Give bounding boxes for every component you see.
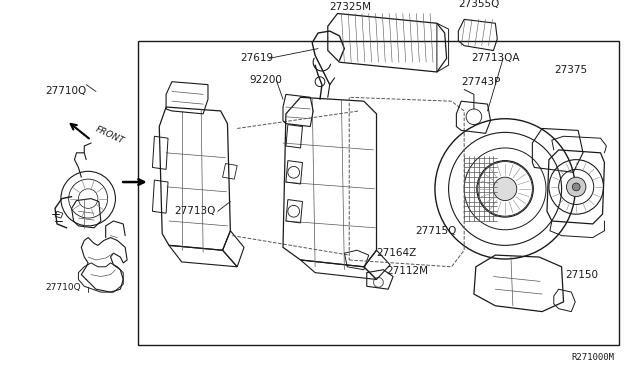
Text: 27619: 27619 xyxy=(240,53,273,63)
Bar xyxy=(138,41,619,345)
Text: R271000M: R271000M xyxy=(571,353,614,362)
Circle shape xyxy=(572,183,580,191)
Text: 27713Q: 27713Q xyxy=(174,206,215,216)
Text: 27325M: 27325M xyxy=(330,2,372,12)
Text: 27713QA: 27713QA xyxy=(471,53,520,63)
Text: 27375: 27375 xyxy=(554,65,587,75)
Text: 27710Q: 27710Q xyxy=(45,86,86,96)
Text: 27355Q: 27355Q xyxy=(458,0,500,9)
Text: 27150: 27150 xyxy=(566,270,598,280)
Text: 27743P: 27743P xyxy=(461,77,500,87)
Text: 27715Q: 27715Q xyxy=(415,226,457,236)
Text: FRONT: FRONT xyxy=(94,125,125,146)
Circle shape xyxy=(493,177,516,201)
Text: 27710Q: 27710Q xyxy=(45,283,81,292)
Text: 27164Z: 27164Z xyxy=(376,248,417,258)
Text: 27112M: 27112M xyxy=(387,266,428,276)
Text: 92200: 92200 xyxy=(250,75,283,85)
Circle shape xyxy=(566,177,586,197)
